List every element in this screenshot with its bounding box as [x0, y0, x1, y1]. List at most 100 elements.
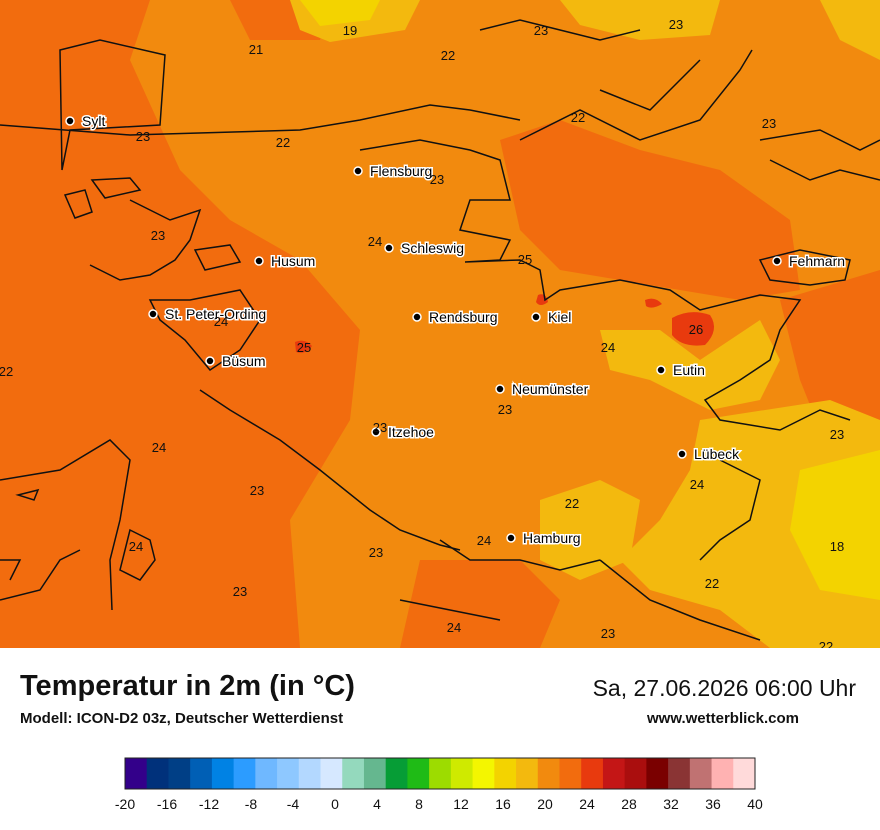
city-marker: Rendsburg — [412, 308, 499, 327]
temperature-value: 24 — [368, 234, 382, 249]
temperature-value: 22 — [441, 48, 455, 63]
city-marker: Flensburg — [353, 162, 434, 181]
city-dot — [65, 116, 75, 126]
city-dot — [371, 427, 381, 437]
legend-color-bin — [342, 758, 365, 789]
city-label: Büsum — [222, 353, 266, 369]
legend-tick: -12 — [199, 796, 219, 812]
legend-tick-labels: -20 -16 -12 -8 -4 0 4 8 12 16 20 24 28 32 36 40 — [115, 796, 763, 812]
legend-color-bin — [689, 758, 713, 789]
legend-tick: 40 — [747, 796, 763, 812]
city-dot — [148, 309, 158, 319]
city-label: Kiel — [548, 309, 571, 325]
city-label: St. Peter-Ording — [165, 306, 266, 322]
city-dot — [506, 533, 516, 543]
city-dot — [412, 312, 422, 322]
legend-color-bin — [298, 758, 322, 789]
city-marker: Schleswig — [384, 239, 466, 258]
city-label: Eutin — [673, 362, 705, 378]
city-label: Hamburg — [523, 530, 581, 546]
city-marker: Fehmarn — [772, 252, 847, 271]
city-dot — [531, 312, 541, 322]
temperature-value: 22 — [0, 364, 13, 379]
legend-color-bin — [211, 758, 235, 789]
legend-color-bin — [581, 758, 604, 789]
temperature-value: 24 — [447, 620, 461, 635]
legend-color-bin — [125, 758, 148, 789]
city-dot — [495, 384, 505, 394]
temperature-value: 24 — [477, 533, 491, 548]
temperature-value: 24 — [601, 340, 615, 355]
city-marker: Kiel — [531, 308, 573, 327]
city-marker: Lübeck — [677, 445, 742, 464]
city-marker: Husum — [254, 252, 317, 271]
temperature-value: 23 — [430, 172, 444, 187]
temperature-value: 21 — [249, 42, 263, 57]
legend-color-bin — [537, 758, 560, 789]
temperature-value: 22 — [565, 496, 579, 511]
city-marker: Eutin — [656, 361, 706, 380]
footer: Temperatur in 2m (in °C) Modell: ICON-D2… — [0, 648, 880, 830]
temperature-value: 23 — [830, 427, 844, 442]
legend-color-bin — [450, 758, 474, 789]
legend-frame — [124, 757, 756, 790]
temperature-value: 23 — [250, 483, 264, 498]
legend-color-bin — [646, 758, 669, 789]
city-label: Sylt — [82, 113, 105, 129]
legend-color-bin — [277, 758, 300, 789]
temperature-label-layer: 19 21 22 23 23 23 22 22 23 23 24 25 23 24 25 26 24 22 23 23… — [0, 17, 844, 654]
temperature-value: 23 — [601, 626, 615, 641]
legend-tick: 36 — [705, 796, 721, 812]
legend-tick: 8 — [415, 796, 423, 812]
temperature-value: 23 — [498, 402, 512, 417]
legend-color-bin — [255, 758, 278, 789]
legend-color-bin — [711, 758, 734, 789]
temperature-value: 18 — [830, 539, 844, 554]
city-label: Schleswig — [401, 240, 464, 256]
legend-color-bin — [190, 758, 213, 789]
model-source: Modell: ICON-D2 03z, Deutscher Wetterdie… — [20, 710, 344, 727]
legend-tick: 28 — [621, 796, 637, 812]
temperature-value: 23 — [233, 584, 247, 599]
legend-color-bin — [363, 758, 387, 789]
legend-color-bin — [472, 758, 495, 789]
legend-color-bin — [602, 758, 626, 789]
legend-tick: -16 — [157, 796, 177, 812]
legend-tick: -20 — [115, 796, 135, 812]
city-marker: Itzehoe — [371, 423, 436, 442]
temperature-value: 22 — [571, 110, 585, 125]
temperature-value: 22 — [276, 135, 290, 150]
temperature-value: 23 — [136, 129, 150, 144]
temperature-value: 25 — [297, 340, 311, 355]
legend-color-bin — [168, 758, 191, 789]
city-label: Neumünster — [512, 381, 589, 397]
temperature-value: 24 — [152, 440, 166, 455]
legend-tick: -8 — [245, 796, 258, 812]
city-layer: Sylt Flensburg Schleswig Husum Fehmarn St. Pe… — [65, 112, 847, 548]
temperature-value: 24 — [129, 539, 143, 554]
legend-color-bin — [233, 758, 256, 789]
color-legend: -20 -16 -12 -8 -4 0 4 8 12 16 20 24 28 32 36 40 — [115, 757, 763, 812]
temperature-map: Sylt Flensburg Schleswig Husum Fehmarn St. Pe… — [0, 0, 880, 654]
temperature-value: 22 — [705, 576, 719, 591]
legend-color-bin — [146, 758, 169, 789]
legend-color-bin — [320, 758, 343, 789]
city-dot — [656, 365, 666, 375]
website-link[interactable]: www.wetterblick.com — [647, 710, 799, 727]
legend-color-bin — [516, 758, 539, 789]
city-label: Rendsburg — [429, 309, 498, 325]
legend-color-bin — [385, 758, 408, 789]
legend-color-bin — [733, 758, 756, 789]
city-dot — [384, 243, 394, 253]
city-label: Fehmarn — [789, 253, 845, 269]
city-marker: Büsum — [205, 352, 267, 371]
city-dot — [254, 256, 264, 266]
temperature-value: 23 — [151, 228, 165, 243]
city-label: Flensburg — [370, 163, 432, 179]
coastlines — [0, 19, 880, 641]
hot-spots-26 — [295, 294, 714, 353]
city-marker: Sylt — [65, 112, 107, 131]
legend-tick: 24 — [579, 796, 595, 812]
temperature-value: 22 — [819, 639, 833, 648]
legend-tick: 20 — [537, 796, 553, 812]
